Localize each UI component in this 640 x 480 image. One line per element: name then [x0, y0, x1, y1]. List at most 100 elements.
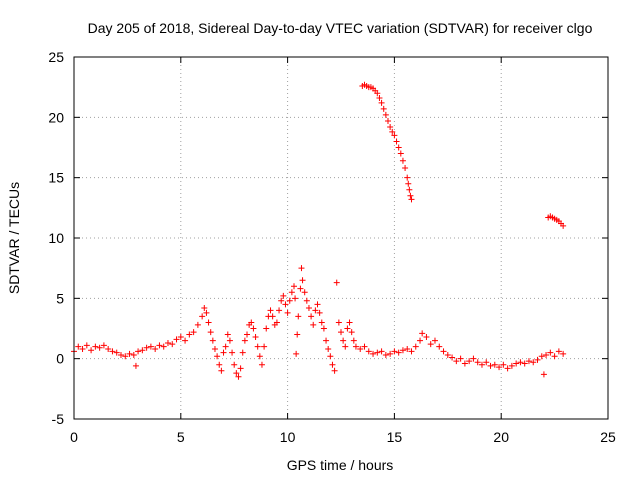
data-point	[391, 132, 398, 139]
data-point	[399, 347, 406, 354]
data-point	[393, 138, 400, 145]
data-point	[380, 105, 387, 112]
data-point	[427, 341, 434, 348]
data-point	[173, 336, 180, 343]
data-point	[346, 319, 353, 326]
data-point	[318, 319, 325, 326]
data-point	[397, 150, 404, 157]
data-point	[560, 222, 567, 229]
data-point	[338, 329, 344, 336]
data-point	[160, 343, 167, 350]
data-point	[395, 349, 402, 356]
data-point	[457, 355, 464, 362]
data-point	[254, 343, 261, 350]
data-point	[395, 144, 402, 151]
data-point	[122, 353, 129, 360]
data-point	[205, 319, 212, 326]
data-point	[278, 297, 285, 304]
data-point	[308, 313, 315, 320]
data-point	[147, 343, 154, 350]
data-point	[423, 333, 430, 340]
data-point	[229, 349, 236, 356]
data-point	[487, 362, 494, 369]
data-point	[75, 343, 82, 350]
data-point	[305, 304, 312, 311]
data-point	[461, 360, 468, 367]
data-point	[244, 331, 251, 338]
data-point	[391, 348, 398, 355]
data-point	[517, 359, 524, 366]
x-tick-label: 0	[70, 429, 78, 445]
data-point	[194, 321, 201, 328]
data-point	[376, 95, 383, 102]
data-point	[316, 309, 323, 316]
data-point	[551, 353, 558, 360]
data-point	[387, 350, 394, 357]
data-point	[534, 356, 541, 363]
data-point	[370, 350, 377, 357]
data-point	[252, 333, 259, 340]
data-point	[222, 343, 229, 350]
data-point	[177, 333, 184, 340]
data-point	[342, 343, 349, 350]
data-point	[560, 350, 567, 357]
data-point	[261, 343, 268, 350]
data-point	[130, 352, 137, 359]
data-point	[483, 359, 490, 366]
x-tick-label: 15	[387, 429, 403, 445]
y-tick-label: 0	[56, 351, 64, 367]
data-point	[276, 307, 283, 314]
data-point	[248, 319, 255, 326]
y-tick-label: 5	[56, 290, 64, 306]
data-point	[186, 331, 193, 338]
data-point	[521, 360, 528, 367]
data-point	[269, 313, 276, 320]
y-tick-label: 20	[48, 109, 64, 125]
data-point	[83, 342, 90, 349]
data-point	[310, 321, 317, 328]
data-point	[329, 361, 336, 368]
data-point	[478, 361, 485, 368]
data-point	[335, 319, 342, 326]
data-point	[199, 313, 206, 320]
data-point	[408, 196, 415, 203]
x-tick-label: 5	[177, 429, 185, 445]
data-point	[282, 301, 289, 308]
data-point	[323, 337, 330, 344]
x-tick-label: 10	[280, 429, 296, 445]
data-point	[352, 343, 359, 350]
data-point	[258, 361, 265, 368]
data-point	[491, 361, 498, 368]
data-point	[96, 344, 103, 351]
y-tick-label: 10	[48, 230, 64, 246]
y-tick-label: -5	[52, 411, 65, 427]
data-point	[540, 371, 547, 378]
data-point	[382, 352, 389, 359]
data-point	[216, 361, 223, 368]
data-point	[378, 99, 385, 106]
data-point	[331, 367, 338, 374]
chart-title: Day 205 of 2018, Sidereal Day-to-day VTE…	[88, 20, 593, 36]
data-point	[132, 362, 139, 369]
data-point	[525, 358, 532, 365]
data-point	[474, 359, 481, 366]
data-point	[294, 331, 301, 338]
data-point	[267, 307, 274, 314]
data-point	[117, 352, 124, 359]
x-axis-label: GPS time / hours	[287, 457, 394, 473]
data-point	[241, 337, 248, 344]
data-point	[382, 111, 389, 118]
data-points	[71, 81, 567, 380]
data-point	[417, 337, 424, 344]
data-point	[374, 90, 381, 97]
data-point	[384, 117, 391, 124]
data-point	[500, 361, 507, 368]
data-point	[293, 350, 300, 357]
y-tick-label: 15	[48, 170, 64, 186]
data-point	[256, 353, 263, 360]
data-point	[361, 343, 368, 350]
data-point	[92, 343, 99, 350]
data-point	[100, 342, 107, 349]
data-point	[203, 309, 210, 316]
